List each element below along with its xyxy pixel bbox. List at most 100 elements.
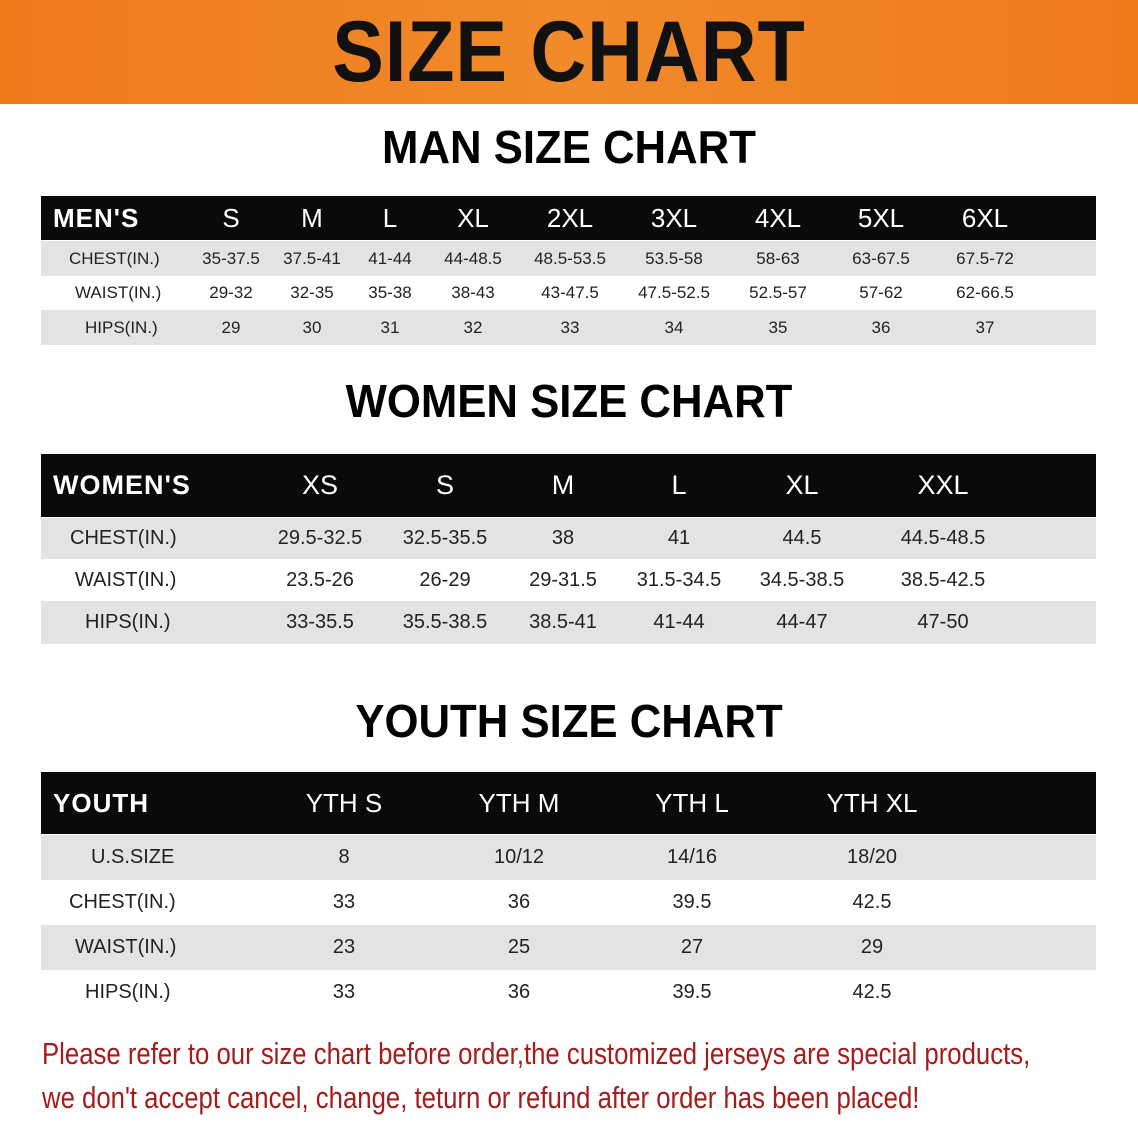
measure-value: 43-47.5 bbox=[541, 283, 599, 302]
measure-label: WAIST(IN.) bbox=[75, 936, 177, 958]
size-header-cell: YTH L bbox=[655, 787, 729, 818]
measure-value: 38-43 bbox=[451, 283, 495, 302]
table-row: WAIST(IN.) 29-32 32-35 35-38 38-43 43-47.5 47.… bbox=[41, 276, 1096, 310]
measure-value: 44.5-48.5 bbox=[900, 527, 986, 549]
table-row: WAIST(IN.) 23.5-26 26-29 29-31.5 31.5-34.5 34… bbox=[41, 559, 1096, 601]
size-header-cell: XL bbox=[785, 470, 819, 500]
measure-value: 37.5-41 bbox=[283, 248, 341, 268]
measure-value: 27 bbox=[680, 936, 704, 958]
measure-value: 44-47 bbox=[776, 611, 828, 633]
measure-value: 29 bbox=[860, 936, 884, 958]
measure-value: 8 bbox=[338, 846, 350, 868]
size-header-cell: L bbox=[382, 202, 398, 233]
size-header-cell: S bbox=[222, 202, 240, 233]
measure-label: CHEST(IN.) bbox=[70, 527, 177, 549]
measure-value: 31.5-34.5 bbox=[636, 568, 722, 591]
size-header-cell: 6XL bbox=[961, 202, 1009, 233]
table-row: HIPS(IN.) 29 30 31 32 33 34 35 36 37 bbox=[41, 310, 1096, 345]
measure-value: 35-37.5 bbox=[202, 248, 260, 268]
measure-value: 52.5-57 bbox=[749, 283, 807, 302]
measure-value: 47.5-52.5 bbox=[638, 283, 710, 302]
measure-value: 29-31.5 bbox=[529, 568, 597, 591]
measure-value: 23.5-26 bbox=[286, 568, 354, 591]
size-header-cell: YTH M bbox=[478, 787, 560, 818]
table-row: WAIST(IN.) 23 25 27 29 bbox=[41, 925, 1096, 970]
size-header-cell: 5XL bbox=[857, 202, 905, 233]
measure-value: 23 bbox=[332, 936, 356, 958]
size-header-cell: M bbox=[301, 202, 323, 233]
measure-label: HIPS(IN.) bbox=[85, 981, 171, 1003]
table-title-cell: WOMEN'S bbox=[53, 470, 191, 500]
measure-value: 33 bbox=[332, 981, 356, 1003]
table-row: HIPS(IN.) 33-35.5 35.5-38.5 38.5-41 41-44 44-… bbox=[41, 601, 1096, 644]
size-header-cell: L bbox=[671, 470, 687, 500]
measure-value: 29-32 bbox=[209, 283, 253, 302]
measure-value: 42.5 bbox=[852, 981, 892, 1003]
women-section-title: WOMEN SIZE CHART bbox=[345, 375, 793, 427]
measure-value: 32 bbox=[463, 317, 483, 337]
measure-value: 14/16 bbox=[666, 846, 718, 868]
size-header-cell: XS bbox=[301, 470, 339, 500]
banner-title: SIZE CHART bbox=[332, 4, 806, 100]
measure-value: 37 bbox=[975, 317, 995, 337]
table-row: CHEST(IN.) 33 36 39.5 42.5 bbox=[41, 880, 1096, 925]
table-row: HIPS(IN.) 33 36 39.5 42.5 bbox=[41, 970, 1096, 1015]
notice-line-1: Please refer to our size chart before or… bbox=[42, 1036, 1031, 1071]
table-row: CHEST(IN.) 35-37.5 37.5-41 41-44 44-48.5 48.5… bbox=[41, 241, 1096, 276]
size-header-cell: XL bbox=[457, 202, 489, 233]
measure-value: 36 bbox=[507, 981, 531, 1003]
measure-value: 33-35.5 bbox=[286, 611, 354, 633]
measure-label: HIPS(IN.) bbox=[85, 611, 171, 633]
measure-value: 67.5-72 bbox=[956, 248, 1014, 268]
measure-value: 35 bbox=[768, 317, 788, 337]
measure-value: 44.5 bbox=[782, 527, 822, 549]
measure-value: 38 bbox=[551, 527, 575, 549]
measure-value: 39.5 bbox=[672, 891, 712, 913]
measure-value: 34 bbox=[664, 317, 684, 337]
measure-value: 41 bbox=[667, 527, 691, 549]
size-header-cell: YTH XL bbox=[826, 787, 918, 818]
measure-value: 33 bbox=[332, 891, 356, 913]
size-header-cell: M bbox=[551, 470, 575, 500]
table-header-row: YOUTH YTH S YTH M YTH L YTH XL bbox=[41, 772, 1096, 834]
measure-value: 63-67.5 bbox=[852, 248, 910, 268]
measure-value: 36 bbox=[871, 317, 891, 337]
measure-value: 42.5 bbox=[852, 891, 892, 913]
measure-value: 33 bbox=[560, 317, 580, 337]
size-header-cell: 2XL bbox=[546, 202, 594, 233]
size-header-cell: YTH S bbox=[305, 787, 383, 818]
measure-label: WAIST(IN.) bbox=[75, 283, 162, 302]
size-header-cell: S bbox=[435, 470, 455, 500]
measure-label: HIPS(IN.) bbox=[85, 317, 158, 337]
measure-value: 38.5-41 bbox=[529, 611, 597, 633]
measure-value: 32.5-35.5 bbox=[402, 527, 488, 549]
measure-value: 38.5-42.5 bbox=[900, 568, 986, 591]
measure-value: 35-38 bbox=[368, 283, 412, 302]
measure-value: 29 bbox=[221, 317, 241, 337]
table-row: CHEST(IN.) 29.5-32.5 32.5-35.5 38 41 44.5 44.5… bbox=[41, 518, 1096, 559]
measure-value: 34.5-38.5 bbox=[759, 568, 845, 591]
measure-value: 58-63 bbox=[756, 248, 800, 268]
size-header-cell: 3XL bbox=[650, 202, 698, 233]
size-chart-banner: SIZE CHART bbox=[0, 0, 1138, 104]
table-header-row: MEN'S S M L XL 2XL 3XL 4XL 5XL 6XL bbox=[41, 196, 1096, 240]
measure-label: WAIST(IN.) bbox=[75, 568, 177, 591]
table-title-cell: YOUTH bbox=[53, 787, 149, 818]
measure-value: 10/12 bbox=[493, 846, 545, 868]
measure-value: 57-62 bbox=[859, 283, 903, 302]
measure-label: CHEST(IN.) bbox=[69, 891, 176, 913]
men-section-title: MAN SIZE CHART bbox=[382, 121, 756, 173]
measure-value: 36 bbox=[507, 891, 531, 913]
measure-value: 48.5-53.5 bbox=[534, 248, 606, 268]
size-header-cell: 4XL bbox=[754, 202, 802, 233]
table-row: U.S.SIZE 8 10/12 14/16 18/20 bbox=[41, 835, 1096, 880]
measure-value: 25 bbox=[507, 936, 531, 958]
measure-label: CHEST(IN.) bbox=[69, 248, 160, 268]
measure-label: U.S.SIZE bbox=[91, 846, 175, 868]
notice-line-2: we don't accept cancel, change, teturn o… bbox=[42, 1080, 920, 1115]
measure-value: 32-35 bbox=[290, 283, 334, 302]
measure-value: 41-44 bbox=[653, 611, 705, 633]
measure-value: 62-66.5 bbox=[956, 283, 1014, 302]
table-title-cell: MEN'S bbox=[53, 202, 140, 233]
measure-value: 29.5-32.5 bbox=[277, 527, 363, 549]
